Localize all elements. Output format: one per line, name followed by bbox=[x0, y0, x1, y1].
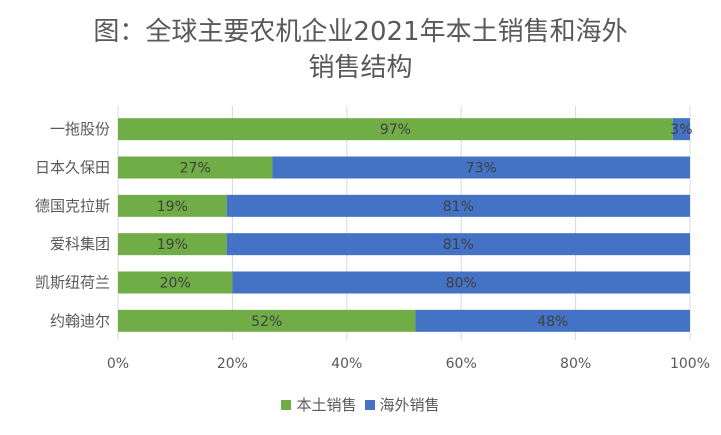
data-label: 27% bbox=[180, 161, 211, 177]
bar-segment bbox=[226, 233, 690, 256]
bar-segment bbox=[232, 271, 690, 294]
legend-label: 本土销售 bbox=[296, 396, 357, 414]
data-label: 52% bbox=[251, 314, 282, 330]
data-label: 20% bbox=[160, 276, 191, 292]
y-category-label: 德国克拉斯 bbox=[35, 197, 110, 215]
bar-segment bbox=[272, 156, 690, 179]
chart-title-line-1: 图：全球主要农机企业2021年本土销售和海外 bbox=[93, 17, 628, 47]
chart-title-line-2: 销售结构 bbox=[308, 53, 413, 83]
y-category-label: 凯斯纽荷兰 bbox=[35, 274, 110, 292]
bar-segment bbox=[226, 194, 690, 217]
y-category-label: 约翰迪尔 bbox=[50, 312, 110, 330]
bar-segment bbox=[415, 309, 690, 332]
x-tick-label: 20% bbox=[217, 356, 248, 372]
legend-label: 海外销售 bbox=[379, 396, 440, 414]
data-label: 19% bbox=[157, 237, 188, 253]
data-label: 3% bbox=[670, 122, 692, 138]
data-label: 81% bbox=[443, 237, 474, 253]
bar-segment bbox=[672, 118, 690, 141]
bar-segment bbox=[118, 309, 416, 332]
x-tick-label: 100% bbox=[670, 356, 710, 372]
bar-segment bbox=[118, 156, 273, 179]
bar-segment bbox=[118, 118, 673, 141]
bar-segment bbox=[118, 194, 227, 217]
gridlines bbox=[117, 106, 691, 340]
data-label: 97% bbox=[380, 122, 411, 138]
data-label: 48% bbox=[537, 314, 568, 330]
legend-swatch bbox=[364, 399, 375, 410]
bar-segment bbox=[118, 233, 227, 256]
data-label: 81% bbox=[443, 199, 474, 215]
x-tick-label: 0% bbox=[107, 356, 129, 372]
x-tick-label: 80% bbox=[560, 356, 591, 372]
legend-swatch bbox=[281, 399, 292, 410]
data-label: 19% bbox=[157, 199, 188, 215]
legend-item: 海外销售 bbox=[364, 394, 440, 415]
y-category-label: 日本久保田 bbox=[35, 159, 110, 177]
chart-title: 图：全球主要农机企业2021年本土销售和海外 销售结构 bbox=[0, 14, 721, 86]
data-label: 80% bbox=[446, 276, 477, 292]
legend: 本土销售 海外销售 bbox=[0, 394, 721, 415]
y-category-label: 一拖股份 bbox=[50, 120, 110, 138]
x-tick-label: 60% bbox=[446, 356, 477, 372]
legend-item: 本土销售 bbox=[281, 394, 357, 415]
x-axis: 0% 20% 40% 60% 80% 100% bbox=[107, 356, 710, 372]
x-tick-label: 40% bbox=[331, 356, 362, 372]
bars: 97% 3% 27% 73% 19% 81% 19% 81% 20% 80% 52% 48% bbox=[118, 118, 693, 332]
data-label: 73% bbox=[466, 161, 497, 177]
y-category-label: 爱科集团 bbox=[50, 235, 110, 253]
bar-segment bbox=[118, 271, 233, 294]
